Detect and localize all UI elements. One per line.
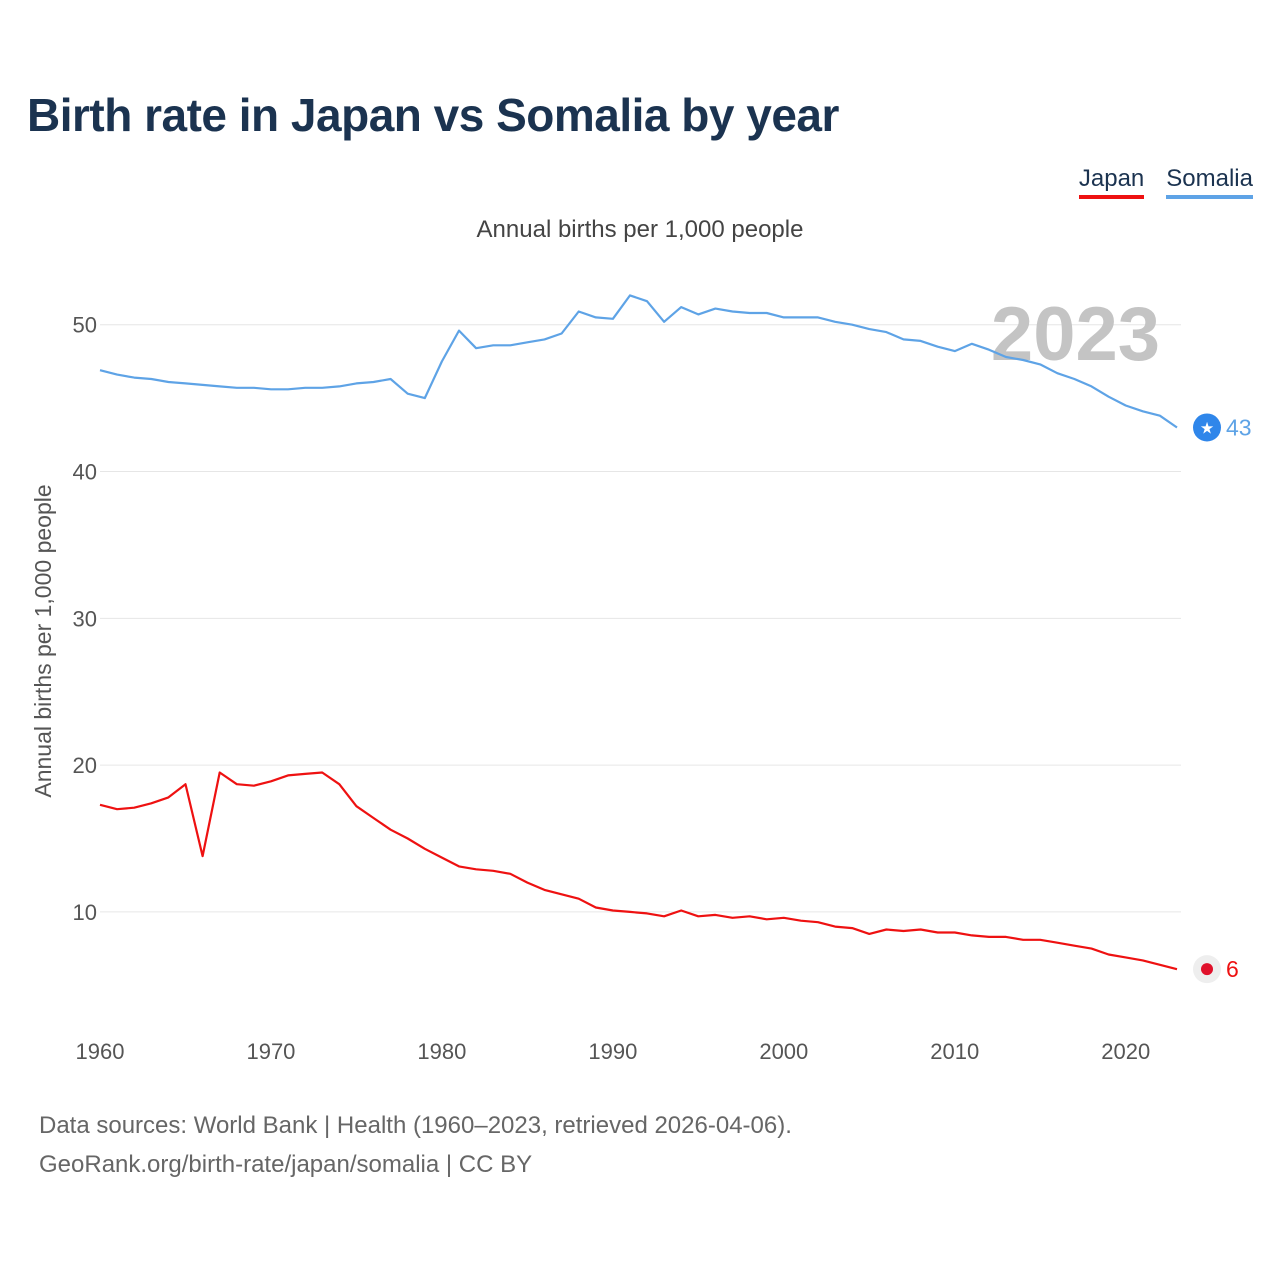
y-tick-label-50: 50 xyxy=(73,313,97,338)
chart-subtitle: Annual births per 1,000 people xyxy=(476,216,804,243)
end-label-somalia: 43 xyxy=(1226,414,1252,440)
x-tick-label-2010: 2010 xyxy=(930,1039,979,1064)
end-marker-somalia xyxy=(1193,413,1221,442)
source-line-1: Data sources: World Bank | Health (1960–… xyxy=(39,1112,792,1139)
end-label-japan: 6 xyxy=(1226,956,1239,982)
x-axis-ticks: 1960 1970 1980 1990 2000 2010 2020 xyxy=(76,1039,1151,1064)
y-tick-label-30: 30 xyxy=(73,606,97,631)
y-tick-label-20: 20 xyxy=(73,753,97,778)
legend: Japan Somalia xyxy=(1078,165,1253,199)
chart-title: Birth rate in Japan vs Somalia by year xyxy=(27,89,839,141)
x-tick-label-1970: 1970 xyxy=(246,1039,295,1064)
x-tick-label-1960: 1960 xyxy=(76,1039,125,1064)
series-lines xyxy=(99,294,1178,971)
y-tick-label-10: 10 xyxy=(73,900,97,925)
gridlines xyxy=(100,324,1181,913)
series-end-markers: 6 ★ 43 xyxy=(1193,413,1252,984)
y-tick-label-40: 40 xyxy=(73,460,97,485)
series-line-japan xyxy=(99,771,1178,971)
x-tick-label-1980: 1980 xyxy=(417,1039,466,1064)
x-tick-label-2020: 2020 xyxy=(1101,1039,1150,1064)
current-year-label: 2023 xyxy=(991,292,1160,377)
end-marker-japan xyxy=(1201,963,1213,976)
x-tick-label-2000: 2000 xyxy=(759,1039,808,1064)
x-tick-label-1990: 1990 xyxy=(588,1039,637,1064)
legend-item-japan[interactable]: Japan xyxy=(1078,165,1145,199)
legend-item-somalia[interactable]: Somalia xyxy=(1166,165,1253,199)
y-axis-label: Annual births per 1,000 people xyxy=(30,484,56,797)
y-axis-ticks: 10 20 30 40 50 xyxy=(73,313,97,925)
series-line-somalia xyxy=(99,294,1178,429)
source-note: Data sources: World Bank | Health (1960–… xyxy=(39,1106,792,1184)
source-line-2[interactable]: GeoRank.org/birth-rate/japan/somalia | C… xyxy=(39,1151,533,1178)
star-icon: ★ xyxy=(1200,418,1214,437)
